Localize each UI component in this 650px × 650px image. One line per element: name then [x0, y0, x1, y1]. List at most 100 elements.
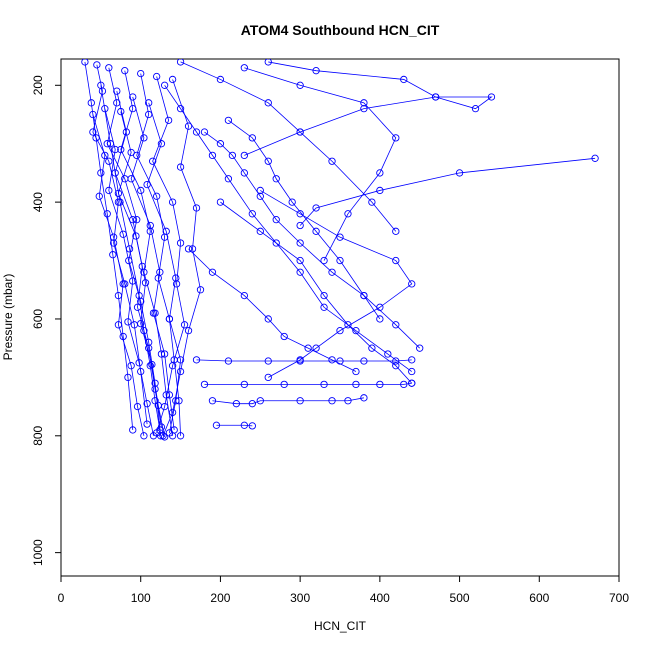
data-point: [376, 315, 384, 323]
data-point: [146, 221, 154, 230]
data-point: [109, 251, 117, 259]
data-point: [113, 99, 121, 107]
data-point: [137, 367, 145, 376]
data-series: [192, 356, 416, 365]
data-point: [159, 432, 167, 440]
series-line: [196, 359, 412, 362]
data-point: [160, 433, 169, 441]
x-axis-label: HCN_CIT: [314, 619, 367, 633]
data-series: [184, 245, 360, 376]
data-point: [129, 93, 137, 101]
data-point: [184, 122, 193, 130]
data-point: [168, 362, 177, 370]
series-line: [260, 190, 413, 378]
data-series: [200, 128, 424, 352]
chart-title: ATOM4 Southbound HCN_CIT: [241, 22, 440, 38]
data-point: [256, 397, 264, 405]
x-tick-label: 500: [450, 591, 470, 605]
data-point: [591, 154, 599, 162]
data-point: [296, 268, 304, 276]
data-point: [328, 157, 336, 165]
data-point: [248, 134, 256, 142]
data-point: [224, 357, 233, 365]
data-point: [296, 239, 304, 247]
data-point: [176, 105, 185, 113]
data-point: [400, 380, 408, 389]
data-point: [105, 64, 113, 72]
data-point: [384, 350, 392, 358]
data-point: [336, 256, 344, 265]
data-point: [133, 303, 142, 311]
y-tick-label: 600: [31, 309, 45, 329]
data-series: [256, 186, 416, 382]
y-tick-label: 200: [31, 75, 45, 95]
data-point: [162, 227, 170, 235]
data-point: [132, 232, 140, 240]
data-point: [408, 379, 416, 387]
data-point: [328, 356, 336, 364]
data-point: [208, 151, 217, 160]
series-line: [136, 73, 181, 436]
data-point: [360, 357, 368, 365]
data-point: [184, 245, 193, 253]
data-point: [160, 350, 169, 358]
data-point: [264, 59, 272, 66]
data-point: [336, 326, 344, 335]
data-point: [143, 420, 151, 428]
data-point: [392, 256, 400, 265]
data-point: [408, 356, 416, 364]
x-tick-label: 200: [210, 591, 230, 605]
data-point: [124, 318, 132, 326]
data-series: [208, 394, 368, 408]
data-point: [320, 291, 328, 300]
data-point: [81, 59, 89, 66]
data-point: [344, 321, 352, 329]
series-line: [204, 131, 420, 349]
series-line: [92, 64, 148, 425]
data-point: [165, 315, 174, 323]
data-point: [111, 169, 119, 177]
series-line: [228, 120, 381, 320]
data-point: [176, 239, 185, 247]
data-series: [143, 99, 185, 437]
data-point: [146, 362, 154, 370]
data-point: [137, 69, 145, 78]
series-line: [244, 61, 493, 156]
data-point: [105, 157, 113, 165]
series-layer: [81, 59, 599, 441]
data-point: [133, 215, 141, 224]
data-point: [392, 321, 400, 329]
series-line: [212, 397, 364, 405]
data-point: [121, 67, 129, 75]
y-tick-label: 1000: [31, 539, 45, 566]
data-point: [188, 245, 197, 253]
data-point: [176, 163, 185, 171]
data-point: [376, 380, 384, 389]
data-point: [487, 93, 496, 101]
data-point: [320, 256, 328, 265]
data-point: [138, 262, 146, 271]
data-point: [89, 128, 97, 136]
data-point: [172, 274, 180, 282]
data-point: [212, 421, 221, 429]
data-point: [93, 61, 101, 69]
data-point: [216, 198, 225, 206]
data-point: [256, 186, 264, 195]
data-point: [400, 75, 408, 84]
data-point: [168, 198, 177, 206]
data-series: [240, 64, 400, 265]
data-series: [216, 198, 416, 387]
data-point: [168, 75, 177, 84]
data-point: [148, 360, 156, 369]
data-point: [272, 175, 280, 183]
y-tick-label: 400: [31, 192, 45, 212]
x-tick-label: 600: [529, 591, 549, 605]
data-series: [101, 105, 158, 440]
x-tick-label: 700: [609, 591, 629, 605]
series-line: [188, 248, 357, 372]
data-point: [127, 362, 135, 370]
data-point: [296, 397, 304, 405]
data-point: [109, 233, 118, 241]
data-point: [216, 140, 225, 148]
data-point: [137, 186, 145, 195]
